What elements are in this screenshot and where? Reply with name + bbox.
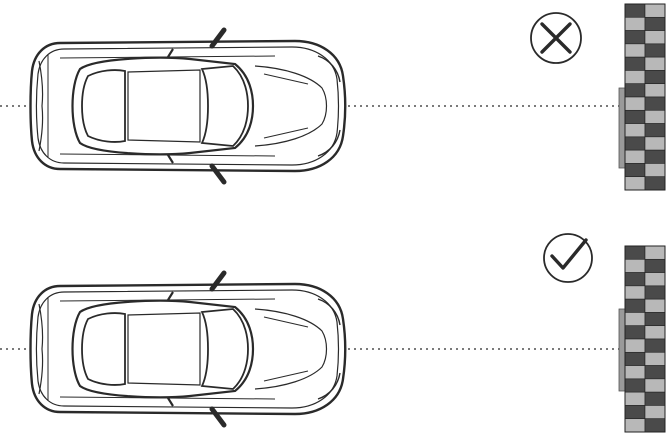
brick bbox=[644, 325, 666, 340]
brick bbox=[644, 272, 666, 287]
brick bbox=[644, 405, 666, 420]
brick bbox=[624, 16, 646, 31]
brick bbox=[644, 70, 666, 85]
brick bbox=[644, 298, 666, 313]
brick bbox=[624, 245, 646, 260]
brick bbox=[624, 325, 646, 340]
panel-incorrect bbox=[0, 3, 666, 191]
brick bbox=[624, 83, 646, 98]
brick bbox=[624, 176, 646, 191]
brick bbox=[644, 3, 666, 18]
brick bbox=[624, 338, 646, 353]
check-icon bbox=[543, 233, 593, 283]
car-top-view-icon bbox=[31, 273, 346, 425]
brick bbox=[644, 149, 666, 164]
brick bbox=[644, 43, 666, 58]
brick bbox=[644, 338, 666, 353]
brick bbox=[644, 136, 666, 151]
brick bbox=[624, 298, 646, 313]
brick bbox=[624, 163, 646, 178]
brick bbox=[624, 312, 646, 327]
brick-wall-icon bbox=[624, 3, 666, 191]
brick bbox=[644, 16, 666, 31]
brick bbox=[624, 365, 646, 380]
brick bbox=[624, 43, 646, 58]
brick bbox=[644, 351, 666, 366]
brick bbox=[624, 285, 646, 300]
brick bbox=[624, 378, 646, 393]
brick bbox=[644, 418, 666, 433]
sensor-plate bbox=[618, 87, 626, 169]
brick bbox=[624, 70, 646, 85]
cross-icon bbox=[530, 12, 582, 64]
brick bbox=[644, 285, 666, 300]
wall-outline bbox=[624, 245, 666, 433]
brick bbox=[644, 30, 666, 45]
brick bbox=[624, 30, 646, 45]
brick bbox=[644, 109, 666, 124]
brick bbox=[644, 123, 666, 138]
brick bbox=[644, 96, 666, 111]
brick bbox=[644, 365, 666, 380]
brick bbox=[644, 56, 666, 71]
brick bbox=[644, 83, 666, 98]
brick bbox=[644, 163, 666, 178]
brick bbox=[624, 123, 646, 138]
sensor-plate bbox=[618, 308, 626, 392]
brick bbox=[644, 391, 666, 406]
brick bbox=[644, 378, 666, 393]
panel-correct bbox=[0, 233, 666, 433]
brick bbox=[624, 272, 646, 287]
brick bbox=[644, 258, 666, 273]
brick bbox=[624, 418, 646, 433]
brick bbox=[624, 96, 646, 111]
brick bbox=[624, 405, 646, 420]
brick bbox=[644, 245, 666, 260]
car-top-view-icon bbox=[31, 30, 346, 182]
brick bbox=[624, 56, 646, 71]
brick bbox=[644, 312, 666, 327]
brick-wall-icon bbox=[624, 245, 666, 433]
brick bbox=[624, 351, 646, 366]
brick bbox=[624, 136, 646, 151]
wall-outline bbox=[624, 3, 666, 191]
brick bbox=[624, 258, 646, 273]
brick bbox=[624, 3, 646, 18]
brick bbox=[624, 109, 646, 124]
brick bbox=[624, 391, 646, 406]
brick bbox=[644, 176, 666, 191]
brick bbox=[624, 149, 646, 164]
